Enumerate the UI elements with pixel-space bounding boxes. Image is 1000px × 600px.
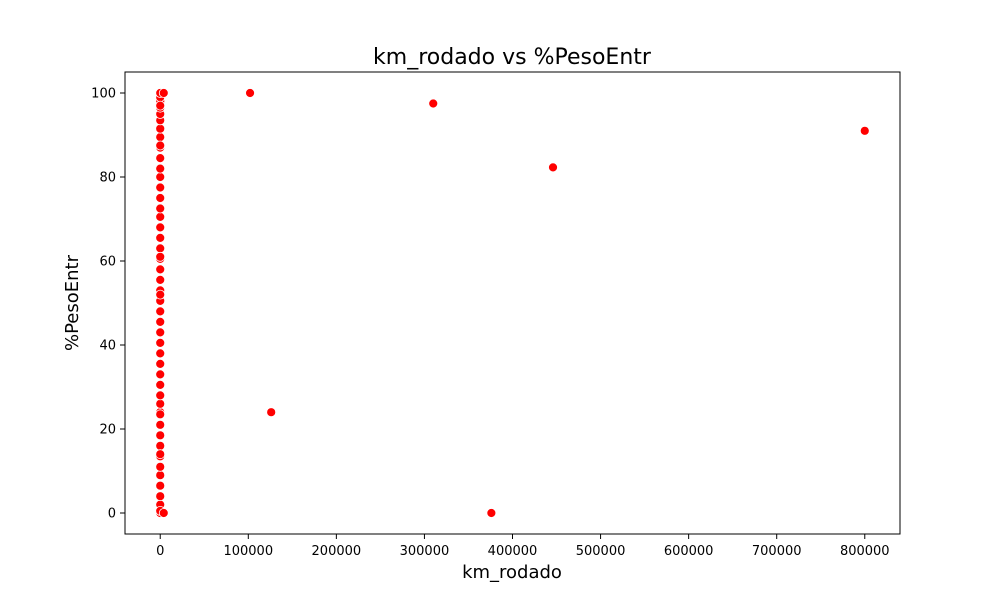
plot-area (124, 71, 901, 535)
data-point (155, 369, 166, 380)
data-point (155, 337, 166, 348)
data-point (155, 480, 166, 491)
data-point (266, 407, 277, 418)
data-point (155, 193, 166, 203)
data-point (486, 508, 497, 518)
x-tick-label: 800000 (840, 544, 890, 559)
data-point (155, 289, 166, 300)
data-point (158, 508, 169, 518)
x-tick-label: 500000 (576, 544, 626, 559)
data-point (155, 409, 166, 420)
x-tick-label: 0 (156, 544, 164, 559)
data-point (859, 125, 870, 136)
data-point (155, 470, 166, 481)
data-point (155, 232, 166, 243)
x-tick-label: 300000 (400, 544, 450, 559)
data-point (155, 132, 166, 143)
data-point (155, 316, 166, 327)
data-point (155, 327, 166, 338)
data-point (155, 182, 166, 193)
data-point (155, 390, 166, 401)
data-point (155, 449, 166, 460)
data-point (428, 98, 439, 109)
data-point (155, 163, 166, 174)
y-tick-label: 100 (91, 87, 116, 102)
x-tick-label: 600000 (664, 544, 714, 559)
data-point (155, 153, 166, 164)
y-tick-label: 60 (99, 255, 116, 270)
x-tick-label: 200000 (312, 544, 362, 559)
y-axis-label: %PesoEntr (62, 254, 83, 351)
data-point (155, 379, 166, 390)
data-point (158, 88, 169, 98)
data-point (155, 398, 166, 409)
data-point (155, 306, 166, 317)
data-point (155, 243, 166, 254)
data-point (155, 461, 166, 472)
data-point (155, 419, 166, 430)
data-point (155, 123, 166, 134)
data-point (155, 264, 166, 275)
data-point (155, 430, 166, 441)
data-point (155, 274, 166, 285)
data-point (155, 358, 166, 369)
y-tick-label: 40 (99, 339, 116, 354)
data-point (155, 251, 166, 262)
x-axis-label: km_rodado (462, 562, 562, 583)
data-point (245, 88, 255, 98)
x-tick-label: 400000 (488, 544, 538, 559)
chart-title: km_rodado vs %PesoEntr (373, 45, 652, 70)
y-tick-label: 0 (108, 507, 116, 522)
data-point (155, 172, 166, 182)
data-point (155, 100, 166, 111)
x-axis: 0 100000 200000 300000 400000 500000 600000 700… (156, 534, 890, 559)
data-point (155, 491, 166, 502)
data-point (155, 222, 166, 233)
y-axis: 0 20 40 60 80 100 (91, 87, 125, 522)
data-point (155, 348, 166, 359)
data-point (548, 162, 558, 173)
x-tick-label: 100000 (223, 544, 273, 559)
data-point (155, 440, 166, 451)
y-tick-label: 80 (99, 171, 116, 186)
y-tick-label: 20 (99, 423, 116, 438)
x-tick-label: 700000 (752, 544, 802, 559)
data-point (155, 203, 166, 214)
data-point (155, 140, 166, 151)
data-points (155, 88, 870, 518)
data-point (155, 211, 166, 222)
